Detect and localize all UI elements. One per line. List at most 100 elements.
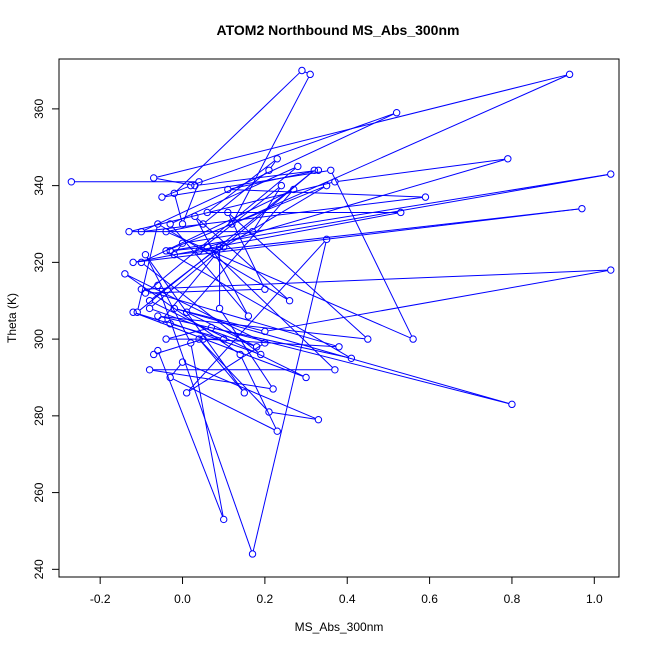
data-point: [195, 335, 203, 343]
y-tick-label: 280: [32, 406, 46, 426]
data-point: [224, 208, 232, 217]
data-point: [162, 247, 170, 255]
data-point: [133, 308, 141, 316]
data-point: [145, 366, 154, 374]
series-segment: [205, 172, 267, 223]
data-point: [565, 70, 574, 79]
y-tick-label: 320: [32, 252, 46, 272]
series-segment: [165, 186, 188, 197]
data-point: [261, 327, 269, 336]
series-segment: [189, 344, 263, 392]
series-segment: [217, 256, 333, 368]
x-axis: -0.2 0.0 0.2 0.4 0.6 0.8 1.0: [90, 577, 603, 606]
series-segment: [188, 191, 292, 310]
series-segment: [132, 182, 332, 232]
series-segment: [226, 186, 324, 246]
data-point: [261, 285, 269, 293]
data-point: [269, 385, 277, 393]
series-segment: [209, 160, 275, 211]
data-point: [306, 70, 314, 79]
data-point: [145, 304, 154, 313]
data-point: [364, 335, 372, 343]
series-segment: [151, 172, 312, 307]
data-point: [150, 350, 158, 359]
data-point: [166, 373, 174, 382]
series-segment: [272, 412, 316, 420]
chart-title: ATOM2 Northbound MS_Abs_300nm: [217, 22, 460, 38]
data-point: [347, 354, 356, 362]
data-point: [154, 281, 162, 290]
series-segment: [214, 327, 509, 404]
data-point: [261, 339, 269, 347]
data-point: [265, 166, 273, 174]
data-point: [397, 208, 405, 217]
series-segment: [168, 252, 349, 357]
series-segment: [241, 357, 277, 429]
data-point: [182, 389, 191, 397]
series-segment: [200, 341, 243, 391]
data-point: [129, 308, 137, 316]
data-point: [178, 239, 187, 247]
data-point: [162, 335, 170, 343]
y-axis-label: Theta (K): [5, 293, 19, 343]
data-point: [294, 162, 302, 171]
series-segment: [157, 178, 192, 186]
x-tick-label: 0.6: [421, 592, 438, 606]
series-segment: [234, 75, 567, 224]
data-point: [162, 227, 170, 236]
data-point: [170, 189, 178, 197]
data-point: [273, 155, 281, 163]
data-point: [331, 366, 339, 374]
series-segment: [190, 346, 224, 517]
series-segment: [173, 174, 608, 251]
series-segment: [152, 369, 270, 389]
series-segment: [127, 274, 262, 342]
data-point: [314, 166, 323, 174]
data-point: [166, 320, 174, 328]
data-point: [421, 193, 430, 201]
series-segment: [158, 288, 252, 551]
series-segment: [185, 363, 316, 419]
data-point: [224, 185, 232, 194]
series-segment: [177, 308, 509, 404]
data-point: [137, 258, 146, 267]
series-segment: [173, 378, 275, 431]
data-point: [166, 247, 174, 255]
series-segment: [338, 158, 505, 182]
data-point: [504, 155, 512, 163]
series-segment: [304, 71, 308, 74]
data-point: [314, 415, 323, 424]
data-point: [166, 220, 174, 228]
data-point: [248, 227, 257, 236]
data-point: [203, 243, 211, 251]
data-point: [277, 181, 286, 190]
series-segment: [137, 227, 158, 309]
data-point: [191, 212, 199, 221]
x-tick-label: -0.2: [90, 592, 111, 606]
data-point: [199, 220, 207, 228]
series-segment: [174, 196, 183, 221]
data-point: [187, 339, 195, 347]
data-point: [170, 250, 178, 259]
data-point: [220, 515, 228, 524]
x-tick-label: 0.0: [174, 592, 191, 606]
y-tick-label: 360: [32, 99, 46, 119]
data-point: [154, 312, 162, 320]
data-point: [137, 285, 146, 293]
series-segment: [197, 218, 288, 299]
data-point: [150, 174, 158, 182]
series-segment: [152, 309, 254, 347]
series-segment: [210, 159, 505, 247]
plot-frame: [58, 58, 620, 578]
data-point: [125, 227, 133, 236]
data-point: [285, 297, 294, 305]
series-segment: [146, 257, 190, 341]
data-point: [195, 247, 203, 255]
series-segment: [193, 113, 394, 185]
y-tick-label: 340: [32, 175, 46, 195]
y-tick-label: 240: [32, 559, 46, 579]
data-point: [273, 427, 281, 435]
x-tick-label: 0.2: [257, 592, 274, 606]
data-point: [508, 400, 516, 409]
series-segment: [169, 224, 200, 232]
